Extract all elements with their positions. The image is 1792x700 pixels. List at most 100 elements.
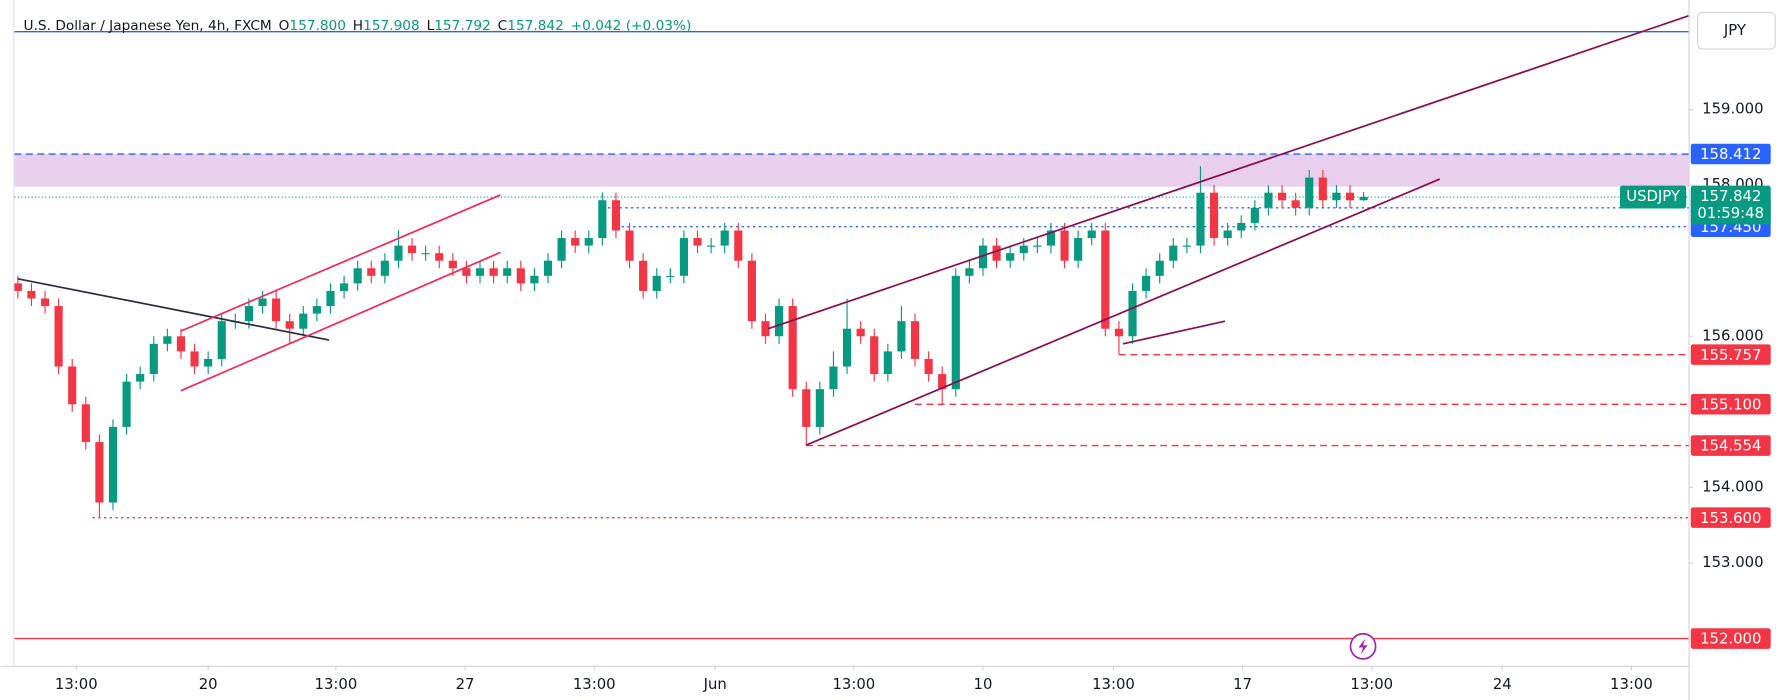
price-badge-label: 154.554	[1700, 438, 1761, 455]
candle-body	[571, 238, 580, 246]
candle-body	[965, 268, 974, 276]
candle-body	[1209, 192, 1219, 239]
candle-body	[190, 351, 199, 367]
header-part: 157.792	[434, 18, 491, 34]
candle-body	[992, 245, 1001, 261]
candle-body	[244, 306, 254, 322]
trendline	[1122, 320, 1226, 345]
trendline	[767, 15, 1689, 330]
trendline	[17, 278, 330, 341]
candle-body	[272, 298, 281, 322]
candle-body	[693, 238, 702, 246]
x-tick-label: 24	[1493, 676, 1512, 693]
candle-body	[54, 306, 63, 367]
candle-body	[40, 298, 50, 307]
candle-body	[448, 260, 457, 269]
candle-body	[1128, 290, 1137, 337]
lines-layer	[14, 31, 1689, 640]
candle-body	[1155, 260, 1164, 276]
candle-body	[204, 358, 213, 367]
candle-body	[1332, 192, 1341, 201]
candle-body	[924, 358, 933, 375]
price-badge	[1690, 628, 1771, 649]
x-tick-label: 27	[456, 676, 475, 693]
zone	[14, 154, 1689, 187]
candle-body	[68, 366, 77, 405]
candle-body	[1101, 230, 1110, 329]
candle-body	[679, 238, 689, 276]
candle-body	[503, 268, 512, 276]
x-tick-label: 13:00	[832, 676, 875, 693]
candle-body	[27, 290, 36, 299]
candle-body	[639, 260, 648, 291]
candle-body	[530, 275, 539, 284]
candle-body	[611, 200, 621, 231]
candle-body	[788, 306, 797, 390]
countdown: 01:59:48	[1697, 205, 1764, 222]
candle-body	[652, 275, 661, 291]
candle-body	[802, 389, 811, 427]
x-tick-label: 13:00	[55, 676, 98, 693]
candle-body	[978, 245, 988, 269]
time-axis	[0, 666, 1690, 700]
candle-body	[775, 306, 784, 337]
candle-body	[1033, 245, 1042, 247]
candle-body	[1277, 192, 1287, 201]
candle-body	[1142, 275, 1151, 291]
candle-body	[285, 321, 294, 329]
candle-body	[312, 306, 321, 314]
candle-body	[353, 268, 362, 284]
header-part: L	[427, 18, 435, 34]
candle-body	[938, 374, 947, 390]
axis-layer: 153.000154.000156.000158.000159.00013:00…	[55, 101, 1771, 693]
candle-body	[1074, 238, 1083, 261]
candle-body	[1345, 192, 1355, 201]
x-tick-label: 13:00	[1610, 676, 1653, 693]
candle-body	[475, 268, 485, 276]
currency-box[interactable]	[1697, 11, 1776, 50]
candle-body	[299, 313, 308, 329]
candle-body	[421, 253, 430, 255]
candle-body	[883, 351, 892, 375]
candle-body	[910, 321, 920, 359]
x-tick-label: 20	[199, 676, 218, 693]
candle-body	[598, 200, 607, 239]
header-part: O	[279, 18, 290, 34]
candle-body	[734, 230, 743, 261]
drawings-layer	[17, 15, 1689, 446]
price-badge-label: 152.000	[1700, 631, 1761, 648]
candle-body	[1318, 177, 1327, 201]
candle-body	[394, 245, 403, 261]
candle-body	[462, 268, 471, 276]
candle-body	[815, 389, 824, 427]
candle-body	[1019, 245, 1028, 254]
header-part: 157.842	[507, 18, 564, 34]
header-part: C	[498, 18, 508, 34]
candle-body	[136, 374, 145, 382]
candle-body	[122, 381, 131, 427]
candle-body	[217, 321, 226, 359]
candle-body	[1196, 192, 1205, 246]
trendline	[180, 194, 501, 332]
price-badge	[1690, 507, 1771, 528]
candle-body	[1046, 230, 1056, 246]
candle-body	[720, 230, 729, 246]
candle-body	[829, 366, 838, 390]
candle-body	[176, 336, 186, 352]
candle-body	[435, 253, 444, 261]
candle-body	[407, 245, 417, 254]
candle-body	[340, 283, 349, 291]
candle-body	[13, 283, 22, 291]
candle-body	[489, 268, 498, 276]
zone-layer	[14, 154, 1689, 187]
y-tick-label: 156.000	[1702, 327, 1763, 344]
candle-body	[747, 260, 756, 322]
y-tick-label: 154.000	[1702, 478, 1763, 495]
price-badge-label: 155.100	[1700, 396, 1761, 413]
last-price-label: 157.842	[1700, 188, 1761, 205]
candle-body	[81, 404, 90, 443]
price-badge	[1690, 435, 1771, 456]
candle-body	[1359, 197, 1368, 201]
candle-body	[707, 245, 716, 247]
